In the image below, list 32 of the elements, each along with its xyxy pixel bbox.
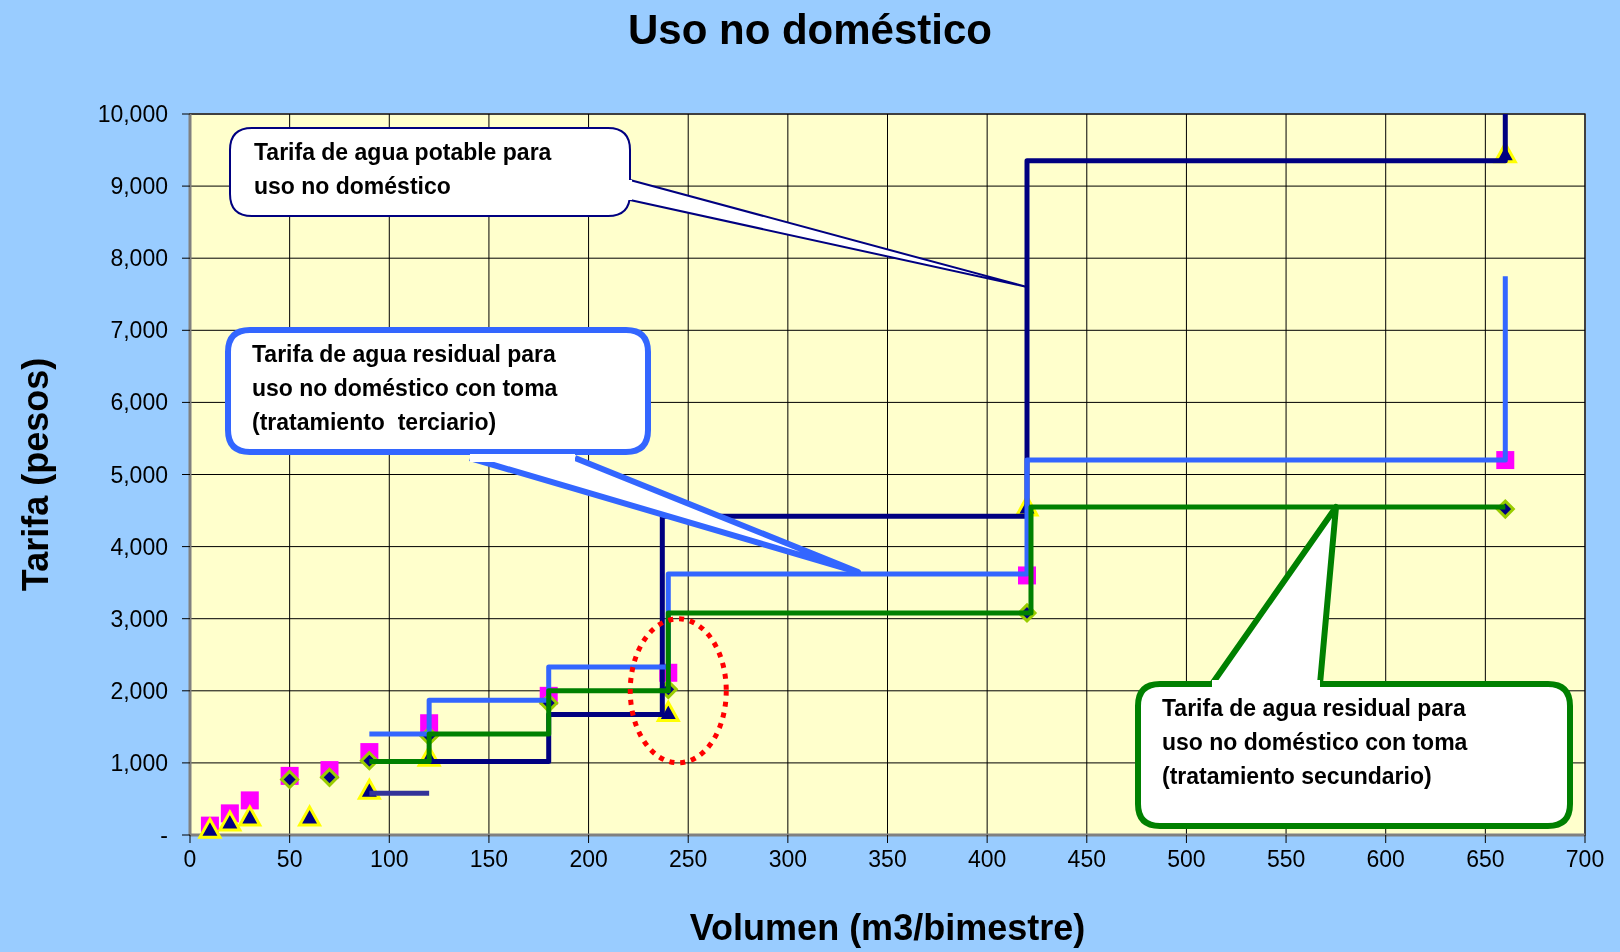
annotation: Tarifa de agua residual para uso no doméstico con toma (tratamiento secundario) <box>1162 695 1468 789</box>
x-tick-label: 400 <box>967 846 1007 872</box>
y-tick-label: 6,000 <box>110 389 168 416</box>
y-tick-label: 9,000 <box>110 173 168 200</box>
x-tick-label: 300 <box>768 846 808 872</box>
x-tick-label: 350 <box>868 846 907 872</box>
annotation: Tarifa de agua residual para uso no doméstico con toma (tratamiento terciario) <box>252 341 558 435</box>
chart-title: Uso no doméstico <box>627 6 993 53</box>
x-tick-label: 650 <box>1466 846 1505 872</box>
y-axis-title: Tarifa (pesos) <box>15 357 56 592</box>
x-axis-title: Volumen (m3/bimestre) <box>689 907 1086 948</box>
x-tick-label: 0 <box>183 846 197 872</box>
y-tick-label: 3,000 <box>110 605 168 632</box>
x-tick-label: 450 <box>1067 846 1106 872</box>
y-tick-label: - <box>160 822 168 849</box>
y-tick-label: 10,000 <box>97 101 168 128</box>
y-tick-label: 2,000 <box>110 677 168 704</box>
x-tick-label: 150 <box>469 846 509 872</box>
x-tick-label: 500 <box>1167 846 1206 872</box>
y-tick-label: 7,000 <box>110 317 168 344</box>
y-tick-label: 8,000 <box>110 245 168 272</box>
x-tick-label: 250 <box>669 846 708 872</box>
x-tick-label: 100 <box>370 846 409 872</box>
x-tick-label: 700 <box>1565 846 1605 872</box>
y-tick-label: 5,000 <box>110 461 168 488</box>
x-tick-label: 550 <box>1266 846 1306 872</box>
x-tick-label: 50 <box>276 846 303 872</box>
x-tick-label: 200 <box>569 846 608 872</box>
x-tick-label: 600 <box>1366 846 1405 872</box>
annotation: Tarifa de agua potable para uso no doméstico <box>254 139 552 199</box>
y-tick-label: 1,000 <box>110 749 168 776</box>
y-tick-label: 4,000 <box>110 533 168 560</box>
